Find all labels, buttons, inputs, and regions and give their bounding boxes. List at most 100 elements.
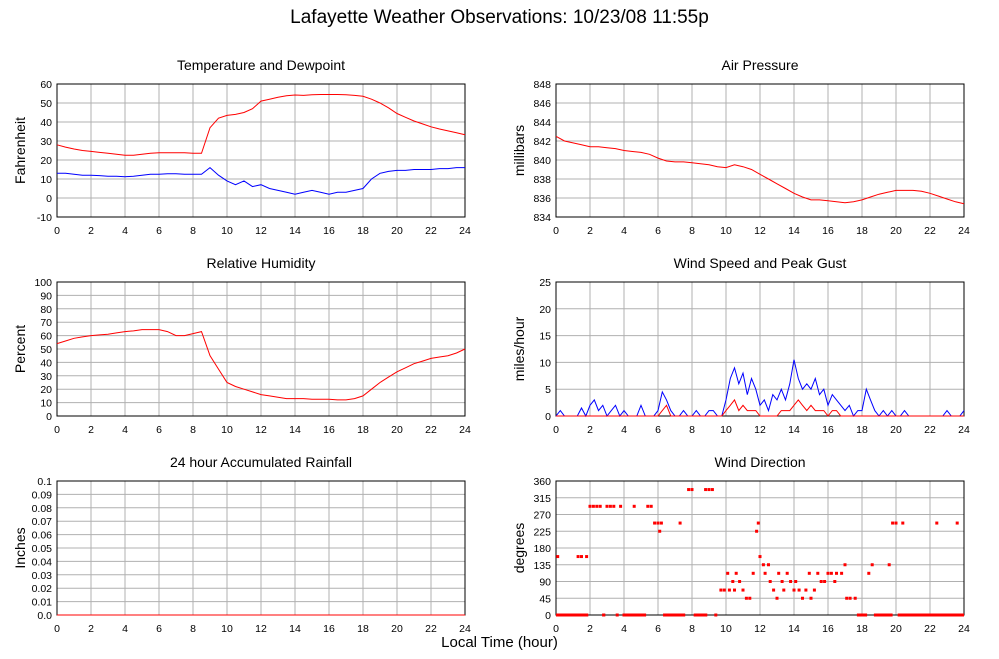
data-point [591,504,595,508]
x-tick-label: 14 [289,623,301,635]
data-point [751,571,755,575]
chart-title: Wind Speed and Peak Gust [674,255,847,271]
data-point [768,580,772,583]
data-point [955,521,959,525]
x-tick-label: 16 [822,623,834,635]
data-point [755,529,759,533]
data-point [731,580,735,583]
x-tick-label: 24 [958,424,970,436]
data-point [894,521,898,525]
y-tick-label: 30 [40,371,52,383]
x-tick-label: 0 [54,623,60,635]
data-point [812,588,816,592]
y-tick-label: 0.05 [32,543,53,555]
data-point [801,596,804,600]
y-tick-label: 846 [533,98,551,110]
x-tick-label: 4 [621,623,627,635]
data-point [807,571,811,575]
y-tick-label: 40 [40,117,52,129]
data-point [595,504,599,508]
x-tick-label: 20 [391,225,403,237]
plot-frame [555,83,965,218]
data-point [653,521,657,525]
y-tick-label: 90 [539,577,551,589]
x-tick-label: 24 [958,623,970,635]
x-tick-label: 4 [122,424,128,436]
data-point [710,488,714,492]
y-tick-label: 20 [40,155,52,167]
y-tick-label: 50 [40,344,52,356]
data-point [556,555,560,559]
data-point [588,504,592,508]
data-point [619,504,623,508]
x-tick-label: 18 [357,424,369,436]
data-point [785,571,789,575]
y-tick-label: 0 [46,193,52,205]
data-point [887,563,891,567]
data-point [632,504,636,508]
data-point [797,588,801,592]
x-tick-label: 8 [689,424,695,436]
data-point [823,580,827,583]
series-line [556,398,964,417]
y-tick-label: 0 [545,411,551,423]
data-point [722,588,726,592]
x-tick-label: 20 [890,623,902,635]
data-point [853,596,857,600]
x-tick-label: 14 [788,225,800,237]
y-tick-label: 848 [533,79,551,91]
x-tick-label: 8 [190,424,196,436]
x-tick-label: 0 [553,225,559,237]
x-tick-label: 4 [122,225,128,237]
x-tick-label: 6 [655,225,661,237]
data-point [734,571,738,575]
y-tick-label: 0.07 [32,516,53,528]
y-tick-label: 225 [533,526,551,538]
data-point [704,488,708,492]
x-tick-label: 20 [391,623,403,635]
x-tick-label: 24 [958,225,970,237]
data-point [845,596,849,600]
y-axis-label: millibars [511,125,527,176]
x-tick-label: 14 [289,225,301,237]
y-tick-label: 0.06 [32,530,53,542]
data-point [678,521,682,525]
y-tick-label: 834 [533,212,551,224]
x-tick-label: 22 [924,623,936,635]
data-point [792,588,796,592]
x-tick-label: 2 [88,623,94,635]
x-tick-label: 20 [890,225,902,237]
data-point [780,580,784,583]
data-point [816,571,820,575]
data-point [598,504,602,508]
series-line [555,135,965,205]
x-tick-label: 4 [621,225,627,237]
x-tick-label: 14 [289,424,301,436]
y-tick-label: 30 [40,136,52,148]
y-tick-label: 840 [533,155,551,167]
data-point [867,571,871,575]
y-tick-label: 0.04 [32,556,53,568]
data-point [656,521,660,525]
x-tick-label: 12 [255,225,267,237]
page-title: Lafayette Weather Observations: 10/23/08… [290,7,709,28]
data-point [819,580,823,583]
y-tick-label: 10 [539,357,551,369]
y-tick-label: -10 [37,212,52,224]
data-point [763,571,767,575]
x-tick-label: 16 [822,424,834,436]
data-point [714,613,718,617]
data-point [727,588,731,592]
data-point [608,504,612,508]
data-point [870,563,874,567]
data-point [794,580,798,583]
chart-title: Wind Direction [714,454,805,470]
x-tick-label: 8 [190,623,196,635]
y-tick-label: 838 [533,174,551,186]
time-axis-label: Local Time (hour) [441,634,558,651]
x-tick-label: 24 [459,424,471,436]
data-point [719,588,723,592]
